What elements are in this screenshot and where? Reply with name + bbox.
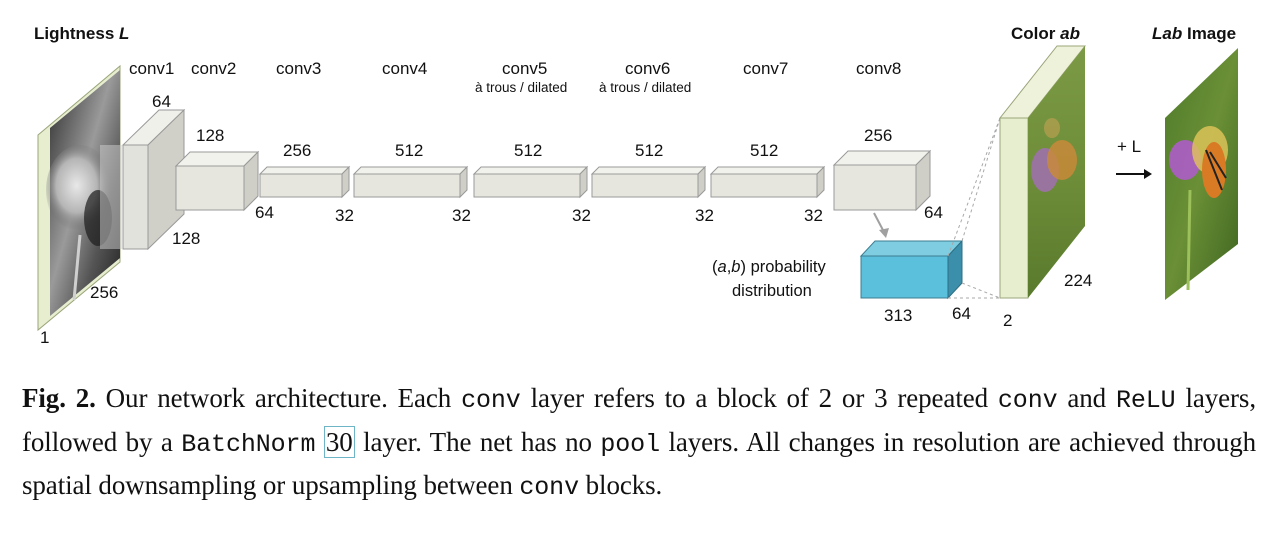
conv6-size-side: 32 [695,206,714,225]
conv1-size-top: 64 [152,92,171,111]
label-conv7: conv7 [743,59,788,78]
output-ab-dim-channels: 2 [1003,311,1012,330]
conv4-block [352,165,469,199]
conv2-block [174,150,260,212]
prob-distribution-block [859,239,964,300]
conv7-size-side: 32 [804,206,823,225]
conv8-size-side: 64 [924,203,943,222]
label-conv1: conv1 [129,59,174,78]
conv1-size-side: 128 [172,229,200,248]
conv8-to-prob-arrow [873,212,889,238]
prob-label-line2: distribution [732,282,812,300]
conv2-size-top: 128 [196,126,224,145]
caption-text [315,427,323,457]
caption-code: conv [519,473,579,502]
conv4-size-top: 512 [395,141,423,160]
conv3-size-top: 256 [283,141,311,160]
output-ab-image [998,45,1087,299]
plus-l-label: + L [1117,137,1141,156]
input-dim-width: 256 [90,283,118,302]
conv7-block [709,165,826,199]
conv1-block [100,108,186,251]
label-conv5-sub: à trous / dilated [475,80,567,95]
output-lab-title: Lab Image [1152,24,1236,43]
caption-text: layer. The net has no [354,426,601,457]
output-ab-dim-width: 224 [1064,271,1092,290]
label-conv6-sub: à trous / dilated [599,80,691,95]
conv6-block [590,165,707,199]
conv2-size-side: 64 [255,203,274,222]
conv6-size-top: 512 [635,141,663,160]
prob-dim-side: 64 [952,304,971,323]
caption-code: pool [600,429,660,459]
caption-text: layers. All changes in resolution are ac… [22,426,1257,501]
conv5-block [472,165,589,199]
output-lab-image [1165,48,1238,300]
caption-code: BatchNorm [181,429,316,459]
caption-code: ReLU [1115,386,1176,415]
caption-text: layer refers to a block of 2 or 3 repeat… [520,383,998,413]
plus-l-arrow [1116,169,1152,179]
caption-code: conv [461,386,521,415]
prob-dim-bins: 313 [884,306,912,325]
caption-code: conv [997,386,1058,415]
caption-text: Our network architecture. Each [95,383,462,413]
input-lightness-image [37,64,121,332]
conv5-size-top: 512 [514,141,542,160]
label-conv3: conv3 [276,59,321,78]
label-conv5: conv5 [502,59,547,78]
prob-label-line1: (a,b) probability [712,258,827,276]
label-conv2: conv2 [191,59,236,78]
conv8-block [832,149,932,212]
conv8-size-top: 256 [864,126,892,145]
label-conv8: conv8 [856,59,901,78]
architecture-figure: Lightness L 256 1 conv1 conv2 conv3 conv… [34,24,1238,347]
prob-to-ab-guides [947,117,1001,299]
input-dim-channels: 1 [40,328,49,347]
label-conv4: conv4 [382,59,427,78]
output-ab-title: Color ab [1011,24,1080,43]
conv5-size-side: 32 [572,206,591,225]
conv3-block [258,165,351,199]
conv3-size-side: 32 [335,206,354,225]
label-conv6: conv6 [625,59,670,78]
caption-text: layers, followed by a [22,383,1256,457]
conv7-size-top: 512 [750,141,778,160]
caption-fig-label: Fig. 2. [22,383,96,413]
input-title: Lightness L [34,24,129,43]
citation-link[interactable]: 30 [323,425,355,458]
conv4-size-side: 32 [452,206,471,225]
caption-text: and [1057,383,1116,413]
figure-caption: Fig. 2. Our network architecture. Each c… [22,378,1256,509]
caption-text: blocks. [579,470,663,500]
